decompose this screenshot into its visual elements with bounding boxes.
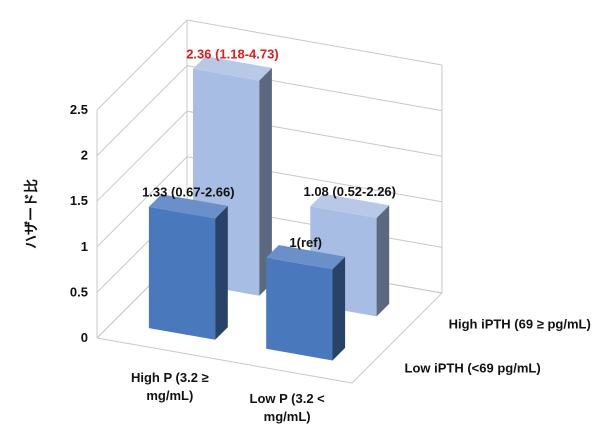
depth-series-label: High iPTH (69 ≥ pg/mL) [449, 316, 591, 331]
bar [266, 245, 346, 361]
y-tick-label: 0 [81, 330, 88, 345]
data-label: 1(ref) [289, 235, 322, 250]
y-tick-label: 2.5 [70, 102, 88, 117]
data-labels: 2.36 (1.18-4.73) 1.08 (0.52-2.26) 1.33 (0.… [142, 46, 396, 250]
gridline [96, 156, 443, 248]
x-axis-categories: High P (3.2 ≥ mg/mL) Low P (3.2 < mg/mL) [131, 370, 325, 424]
gridline [96, 19, 443, 111]
depth-series-label: Low iPTH (<69 pg/mL) [405, 361, 541, 376]
bar-top-face [193, 56, 272, 81]
data-label: 1.33 (0.67-2.66) [142, 184, 235, 199]
bar-front-face [266, 257, 333, 361]
bar-top-face [310, 193, 390, 218]
bar-top-face [266, 245, 346, 270]
bar-side-face [215, 205, 228, 340]
depth-axis-categories: Low iPTH (<69 pg/mL) High iPTH (69 ≥ pg/m… [405, 316, 591, 375]
data-label: 2.36 (1.18-4.73) [186, 46, 279, 61]
category-label-line: mg/mL) [264, 409, 311, 424]
bar-side-face [376, 205, 390, 317]
category-label-line: High P (3.2 ≥ [131, 370, 209, 385]
y-tick-label: 2 [81, 148, 88, 163]
bar-front-face [148, 206, 216, 340]
bar-top-face [148, 194, 228, 219]
gridline [96, 65, 443, 156]
y-axis-label: ハザード比 [23, 179, 39, 249]
category-label: Low P (3.2 < mg/mL) [250, 391, 326, 424]
category-label: High P (3.2 ≥ mg/mL) [131, 370, 209, 403]
bar-side-face [332, 256, 346, 361]
data-label: 1.08 (0.52-2.26) [303, 184, 396, 199]
category-label-line: mg/mL) [146, 388, 193, 403]
gridline [96, 110, 443, 202]
category-label-line: Low P (3.2 < [250, 391, 326, 406]
bar-side-face [259, 67, 272, 296]
y-axis-ticks: 0 0.5 1 1.5 2 2.5 [70, 102, 88, 345]
bars [148, 56, 390, 361]
y-tick-label: 0.5 [70, 284, 88, 299]
y-tick-label: 1.5 [70, 193, 88, 208]
bar [148, 194, 228, 340]
y-tick-label: 1 [81, 239, 88, 254]
